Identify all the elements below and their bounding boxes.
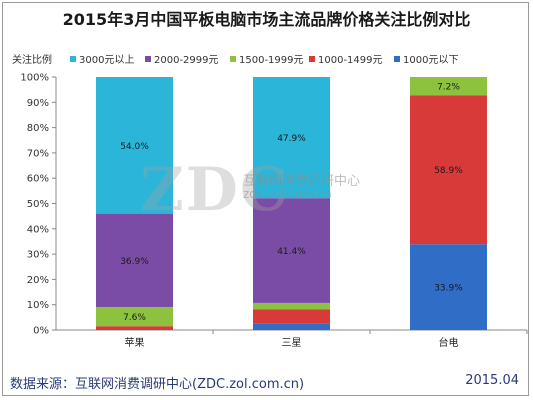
bar-segment (96, 77, 173, 214)
y-tick-label: 50% (27, 199, 49, 210)
footer: 数据来源：互联网消费调研中心(ZDC.zol.com.cn) 2015.04 (10, 373, 523, 392)
bar-segment (96, 213, 173, 307)
footer-source: 数据来源：互联网消费调研中心(ZDC.zol.com.cn) (10, 377, 305, 392)
legend-label: 2000-2999元 (154, 55, 219, 66)
y-tick-label: 100% (20, 73, 49, 84)
y-tick-label: 70% (27, 148, 49, 159)
y-tick-label: 20% (27, 275, 49, 286)
y-tick-label: 10% (27, 300, 49, 311)
legend-label: 1000元以下 (403, 55, 459, 66)
y-tick-label: 30% (27, 250, 49, 261)
bar-segment (253, 323, 330, 330)
legend: 关注比例 3000元以上 2000-2999元 1500-1999元 1000-… (12, 50, 527, 66)
legend-title: 关注比例 (12, 55, 52, 66)
x-category-label: 苹果 (125, 336, 145, 349)
legend-item-3000-plus: 3000元以上 (70, 51, 134, 66)
watermark-url: zdc.zol.com.cn (243, 187, 332, 201)
bar-segment (253, 198, 330, 303)
y-tick-label: 40% (27, 224, 49, 235)
y-tick-label: 90% (27, 98, 49, 109)
legend-swatch (394, 56, 400, 62)
bar-segment (253, 77, 330, 199)
legend-item-1500-1999: 1500-1999元 (230, 51, 304, 66)
legend-swatch (70, 56, 76, 62)
bar-segment (253, 302, 330, 310)
bar-segment (96, 306, 173, 327)
legend-item-2000-2999: 2000-2999元 (145, 51, 219, 66)
y-tick-label: 0% (33, 326, 49, 337)
y-tick-label: 60% (27, 174, 49, 185)
bar-segment (96, 326, 173, 330)
bar-segment (410, 95, 487, 245)
legend-item-1000-1499: 1000-1499元 (309, 51, 383, 66)
watermark-logo: ZDC (140, 155, 290, 225)
x-category-label: 三星 (282, 337, 302, 349)
data-label: 7.6% (123, 313, 146, 323)
legend-label: 1000-1499元 (318, 55, 383, 66)
data-label: 58.9% (434, 166, 463, 176)
x-category-label: 台电 (439, 336, 459, 349)
y-tick-label: 80% (27, 123, 49, 134)
bar-segment (253, 309, 330, 324)
legend-swatch (230, 56, 236, 62)
chart-title: 2015年3月中国平板电脑市场主流品牌价格关注比例对比 (62, 10, 471, 29)
legend-label: 3000元以上 (79, 55, 135, 66)
data-label: 47.9% (277, 134, 306, 144)
legend-swatch (145, 56, 151, 62)
legend-item-under-1000: 1000元以下 (394, 51, 458, 66)
legend-label: 1500-1999元 (239, 55, 304, 66)
data-label: 7.2% (437, 83, 460, 93)
bar-segment (410, 244, 487, 330)
watermark-name: 互联网消费调研中心 (243, 174, 361, 189)
data-label: 54.0% (120, 142, 149, 152)
data-label: 36.9% (120, 257, 149, 267)
legend-swatch (309, 56, 315, 62)
bar-segment (410, 77, 487, 96)
data-label: 41.4% (277, 247, 306, 257)
data-label: 33.9% (434, 284, 463, 294)
footer-date: 2015.04 (465, 373, 519, 388)
